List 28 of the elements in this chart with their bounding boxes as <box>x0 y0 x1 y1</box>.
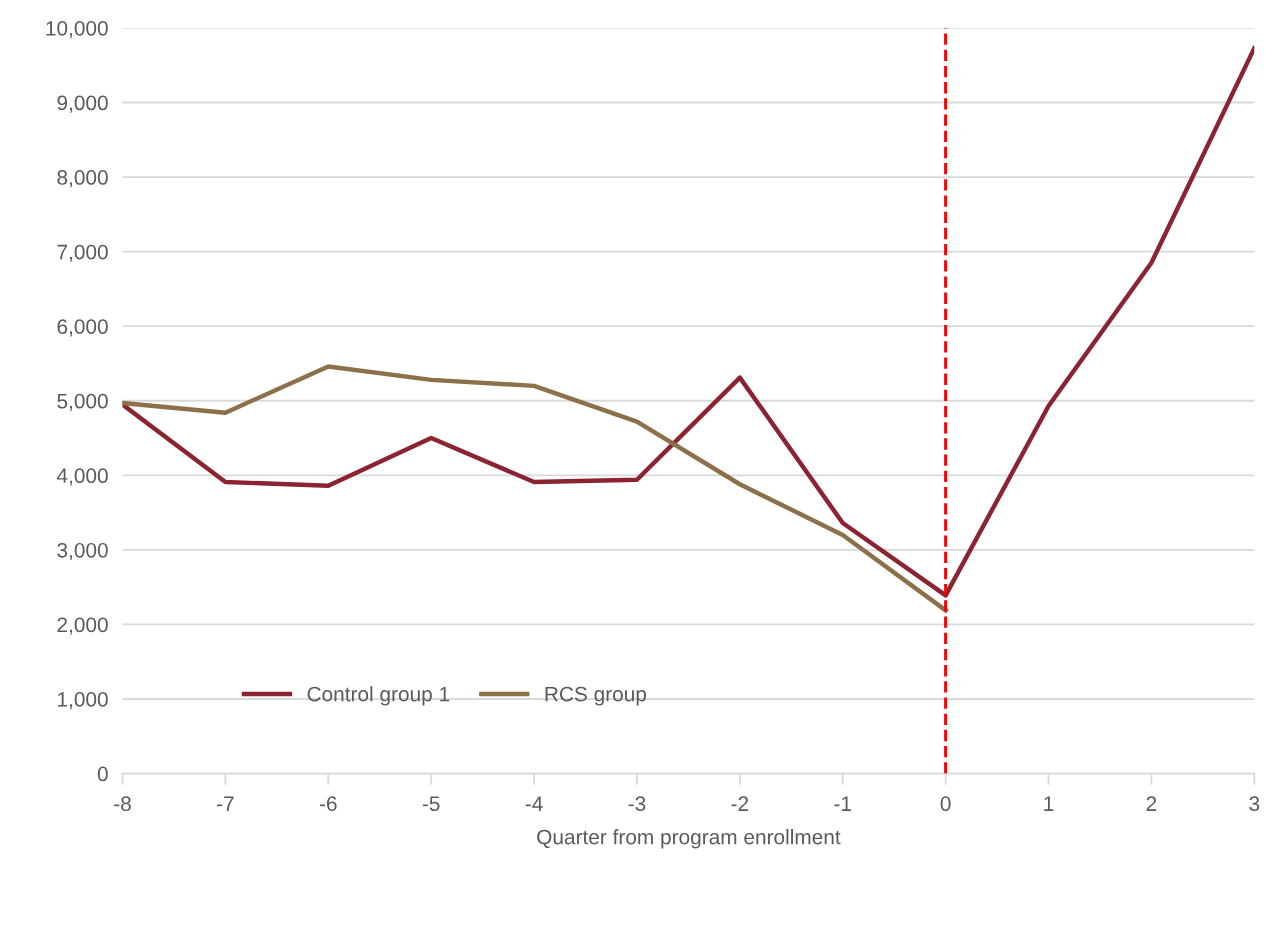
line-series <box>122 364 948 613</box>
x-tick-label: 3 <box>1249 796 1260 812</box>
x-tick-label: -2 <box>731 796 749 811</box>
x-tick-label: -6 <box>319 796 337 812</box>
x-tick-label: -7 <box>217 796 234 811</box>
x-tick-label: 0 <box>940 796 951 812</box>
x-tick-label: -3 <box>628 796 646 812</box>
y-tick-label: 8,000 <box>57 170 108 188</box>
x-tick-label: 2 <box>1146 796 1157 811</box>
y-tick-label: 2,000 <box>57 617 108 635</box>
y-tick-label: 9,000 <box>57 95 108 113</box>
y-tick-label: 1,000 <box>58 692 108 710</box>
y-tick-label: 0 <box>97 766 108 782</box>
x-tick-label: -8 <box>114 796 131 812</box>
legend-label: Control group 1 <box>307 686 450 706</box>
y-tick-label: 5,000 <box>57 393 108 411</box>
legend-label: RCS group <box>545 686 647 706</box>
x-tick-label: -4 <box>525 796 543 811</box>
x-tick-label: 1 <box>1044 796 1054 811</box>
x-tick-label: -1 <box>834 796 851 811</box>
y-tick-label: 10,000 <box>46 20 108 39</box>
x-axis-title: Quarter from program enrollment <box>537 829 841 849</box>
x-tick-label: -5 <box>422 796 440 812</box>
y-tick-label: 4,000 <box>56 468 108 486</box>
y-tick-label: 7,000 <box>57 244 108 262</box>
y-tick-label: 3,000 <box>57 542 108 561</box>
line-series <box>122 45 1255 598</box>
y-tick-label: 6,000 <box>57 319 108 337</box>
